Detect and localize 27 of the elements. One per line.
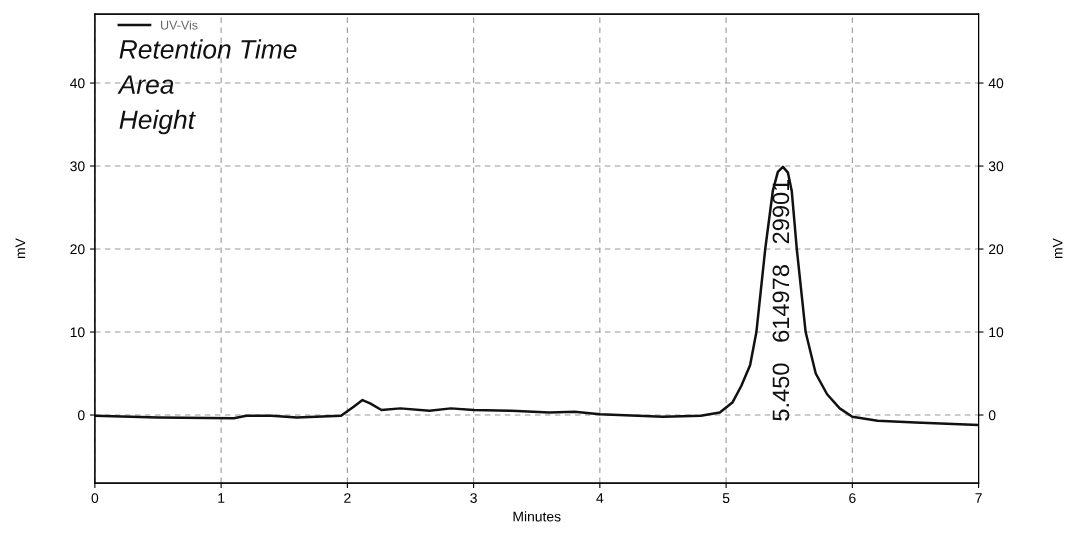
x-tick-label: 0 — [91, 493, 99, 503]
y2-tick-label: 0 — [988, 410, 996, 421]
legend-label: UV-Vis — [161, 20, 198, 30]
y-tick-label: 40 — [70, 78, 85, 89]
y-tick-label: 30 — [70, 161, 85, 172]
annotation: Height — [119, 109, 196, 135]
x-tick-label: 5 — [722, 493, 730, 503]
x-tick-label: 6 — [849, 493, 856, 503]
y-tick-label: 10 — [70, 327, 85, 338]
y-tick-label: 0 — [77, 410, 85, 421]
x-tick-label: 4 — [596, 493, 604, 503]
y2-axis-title: mV — [1052, 238, 1063, 259]
x-tick-label: 3 — [470, 493, 477, 503]
x-tick-label: 7 — [975, 493, 982, 503]
y-tick-label: 20 — [70, 244, 85, 255]
y-axis-title: mV — [15, 238, 26, 259]
annotation: 5.450 614978 29901 — [772, 179, 790, 421]
x-axis-title: Minutes — [513, 511, 561, 522]
annotation: Area — [117, 75, 174, 94]
line-series — [94, 165, 979, 427]
y2-tick-label: 20 — [989, 244, 1004, 255]
y2-tick-label: 30 — [988, 161, 1004, 172]
annotation: Retention Time — [119, 39, 297, 59]
x-tick-label: 2 — [344, 493, 351, 503]
x-tick-label: 1 — [218, 493, 225, 503]
y2-tick-label: 40 — [988, 78, 1004, 89]
y2-tick-label: 10 — [989, 327, 1004, 338]
